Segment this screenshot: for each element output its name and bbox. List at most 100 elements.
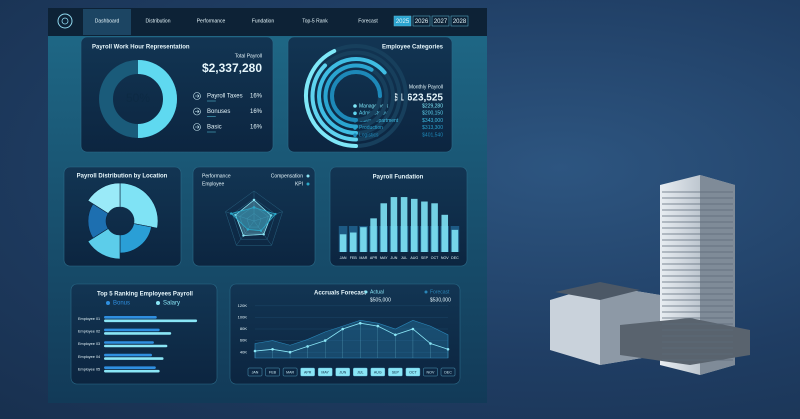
month-button[interactable] [282,367,298,377]
month-button[interactable] [335,367,350,377]
nav: Dashboard Distribution Performance Fundatio… [95,15,469,27]
month-button[interactable] [300,367,315,377]
year-button[interactable] [393,15,412,27]
legend-value: 16% [250,109,263,115]
x-tick-label: NOV [441,256,449,260]
panel-title: Accruals Forecast [314,291,366,297]
point [253,349,257,353]
month-button[interactable] [370,367,386,377]
actual-line [254,322,449,353]
panel-title: Payroll Fundation [373,175,424,181]
radar-axis [253,220,272,246]
legend-icon [193,92,201,100]
x-tick-label: JUL [401,256,407,260]
total-label: Monthly Payroll [409,84,443,90]
month-label[interactable]: JUN [339,370,346,374]
pie-slice [87,182,121,214]
month-label[interactable]: APR [304,370,312,374]
x-tick-label: MAY [380,256,388,260]
radar-point [246,228,250,231]
year-label[interactable]: 2026 [415,19,429,25]
month-button[interactable] [353,367,368,377]
year-label[interactable]: 2025 [396,19,410,25]
radial-bar [310,63,358,142]
legend-arrow [195,125,200,129]
radar-point [252,206,256,209]
legend-value: 16% [250,125,263,131]
bar [451,229,459,252]
legend-total: $505,000 [370,297,391,303]
month-button[interactable] [423,367,438,377]
nav-item[interactable]: Forecast [358,18,378,24]
month-button[interactable] [440,367,456,377]
month-button[interactable] [317,367,333,377]
x-tick-label: AUG [410,256,418,260]
panel-title: Payroll Work Hour Representation [92,45,190,51]
radial-bar [323,63,374,129]
nav-item[interactable]: Distribution [145,18,170,24]
nav-item[interactable]: Performance [197,18,226,24]
logo [57,13,73,29]
bar [349,232,357,252]
y-tick-label: 100K [238,314,248,319]
nav-item[interactable]: Top-5 Rank [302,18,328,24]
month-label[interactable]: SEP [392,370,400,374]
month-button[interactable] [388,367,403,377]
legend-total: $530,000 [430,297,451,303]
y-tick-label: 80K [240,326,247,331]
bar [104,366,156,369]
nav-item[interactable]: Dashboard [95,18,120,24]
month-label[interactable]: DEC [444,370,452,374]
month-label[interactable]: FEB [269,370,277,374]
panel-title: Performance [202,173,231,179]
year-button[interactable] [450,15,469,27]
legend-value: $229,280 [422,103,443,109]
month-button[interactable] [405,367,421,377]
x-tick-label: JAN [340,256,347,260]
month-button[interactable] [265,367,280,377]
legend-arrow [195,109,200,114]
radial-bar [304,48,358,148]
year-label[interactable]: 2028 [453,19,467,25]
month-button[interactable] [247,367,263,377]
radar-point [252,198,256,202]
month-label[interactable]: AUG [374,370,382,374]
bar [104,357,164,360]
legend-dot [353,133,357,137]
bar [104,341,154,344]
ring-label: 50% [126,91,150,105]
nav-item[interactable]: Fundation [252,18,274,24]
month-label[interactable]: NOV [427,370,435,374]
radar-point [242,234,245,237]
radar-area [230,207,277,232]
bar [104,369,160,373]
month-label[interactable]: JAN [252,370,259,374]
legend-arrow [195,94,200,98]
legend-label: Management [359,103,389,109]
radar-point [274,212,277,216]
month-label[interactable]: MAY [321,370,329,374]
y-tick-label: Employee 05 [78,367,100,371]
legend-dot [353,111,357,116]
panel-title: Top 5 Ranking Employees Payroll [97,292,193,298]
legend-label: Payroll Taxes [207,94,243,100]
radial-bar [330,70,382,122]
building-illustration [550,175,750,375]
year-label[interactable]: 2027 [434,19,448,25]
bar [421,201,428,252]
y-tick-label: Employee 02 [78,330,100,334]
month-label[interactable]: OCT [409,370,417,374]
year-button[interactable] [431,15,450,27]
logo-inner [61,17,69,25]
x-tick-label: DEC [451,256,459,260]
month-label[interactable]: MAR [286,370,294,374]
year-button[interactable] [412,15,431,27]
radar-point [259,229,263,232]
legend-dot [306,182,310,186]
month-label[interactable]: JUL [357,370,363,374]
legend-value: $200,150 [422,111,443,117]
legend-label: Bonuses [207,109,230,115]
x-tick-label: JUN [390,256,397,260]
point [358,321,362,325]
